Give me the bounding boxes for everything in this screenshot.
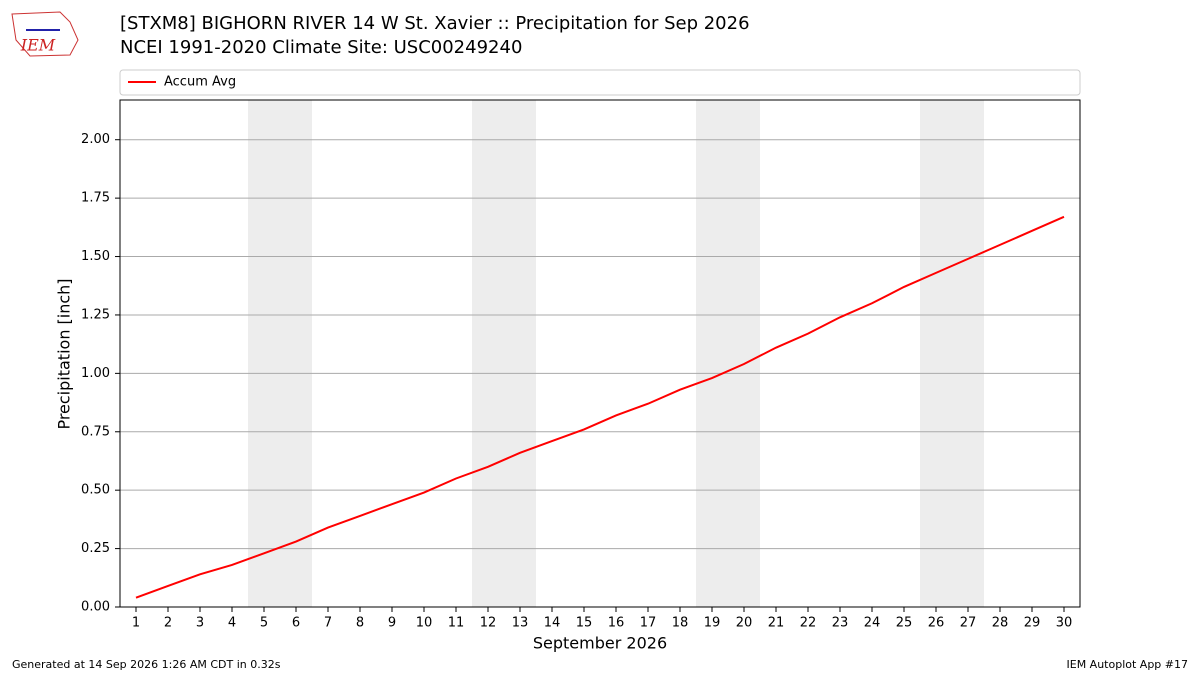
x-tick-label: 13	[512, 616, 529, 631]
x-tick-label: 3	[196, 616, 204, 631]
x-tick-label: 26	[928, 616, 945, 631]
y-tick-label: 0.00	[81, 600, 110, 615]
data-line	[135, 215, 1065, 599]
x-tick-label: 8	[356, 616, 364, 631]
x-tick-label: 6	[292, 616, 300, 631]
weekend-band	[696, 100, 760, 607]
y-tick-label: 0.75	[81, 424, 110, 439]
x-tick-label: 12	[480, 616, 497, 631]
x-tick-label: 11	[448, 616, 465, 631]
y-tick-label: 1.00	[81, 366, 110, 381]
x-tick-label: 27	[960, 616, 977, 631]
weekend-band	[472, 100, 536, 607]
x-tick-label: 30	[1056, 616, 1073, 631]
x-tick-label: 18	[672, 616, 689, 631]
x-tick-label: 20	[736, 616, 753, 631]
logo: IEM	[11, 11, 79, 57]
logo-outline	[11, 11, 79, 57]
x-tick-label: 22	[800, 616, 817, 631]
x-tick-label: 28	[992, 616, 1009, 631]
x-tick-label: 21	[768, 616, 785, 631]
y-axis-label: Precipitation [inch]	[55, 278, 74, 429]
x-tick-label: 4	[228, 616, 236, 631]
logo-text: IEM	[20, 36, 56, 55]
x-tick-label: 17	[640, 616, 657, 631]
x-tick-label: 23	[832, 616, 849, 631]
x-tick-label: 24	[864, 616, 881, 631]
chart-subtitle: NCEI 1991-2020 Climate Site: USC00249240	[120, 37, 522, 58]
x-tick-label: 29	[1024, 616, 1041, 631]
weekend-band	[920, 100, 984, 607]
x-tick-label: 19	[704, 616, 721, 631]
y-tick-label: 0.50	[81, 483, 110, 498]
footer-left: Generated at 14 Sep 2026 1:26 AM CDT in …	[12, 658, 281, 671]
y-tick-label: 1.75	[81, 191, 110, 206]
x-tick-label: 16	[608, 616, 625, 631]
x-tick-label: 5	[260, 616, 268, 631]
chart-title: [STXM8] BIGHORN RIVER 14 W St. Xavier ::…	[120, 13, 750, 34]
x-tick-label: 9	[388, 616, 396, 631]
y-tick-label: 1.25	[81, 307, 110, 322]
x-tick-label: 10	[416, 616, 433, 631]
footer-right: IEM Autoplot App #17	[1067, 658, 1189, 671]
x-tick-label: 25	[896, 616, 913, 631]
legend-label: Accum Avg	[164, 75, 236, 90]
y-tick-label: 0.25	[81, 541, 110, 556]
plot-frame	[119, 99, 1081, 608]
y-tick-label: 1.50	[81, 249, 110, 264]
x-tick-label: 7	[324, 616, 332, 631]
legend-box	[119, 69, 1081, 96]
y-tick-label: 2.00	[81, 132, 110, 147]
x-axis-label: September 2026	[533, 634, 667, 653]
x-tick-label: 2	[164, 616, 172, 631]
x-tick-label: 1	[132, 616, 140, 631]
weekend-band	[248, 100, 312, 607]
x-tick-label: 14	[544, 616, 561, 631]
x-tick-label: 15	[576, 616, 593, 631]
